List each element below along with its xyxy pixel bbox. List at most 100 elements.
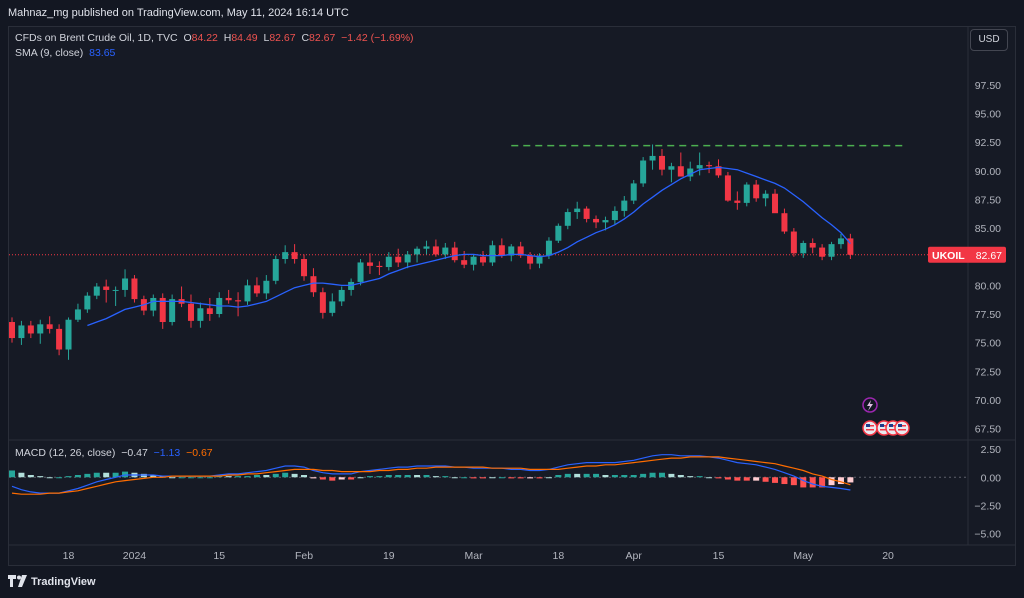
candle-body	[677, 166, 684, 177]
macd-histogram-bar	[658, 472, 665, 478]
macd-histogram-bar	[263, 475, 270, 478]
macd-histogram-bar	[555, 475, 562, 478]
candle-body	[225, 297, 232, 301]
candle-body	[658, 155, 665, 170]
flag-stripe-icon	[898, 429, 906, 431]
price-tick-label: 97.50	[975, 80, 1001, 92]
open-value: 84.22	[191, 32, 218, 44]
macd-histogram-bar	[9, 470, 15, 478]
price-tag-value: 82.67	[976, 250, 1002, 262]
macd-histogram-bar	[244, 476, 251, 478]
candle-body	[150, 297, 157, 311]
candle-body	[187, 303, 194, 321]
candle-body	[122, 278, 129, 290]
candle-body	[301, 259, 308, 277]
high-label: H	[223, 32, 232, 44]
low-value: 82.67	[269, 32, 296, 44]
candle-body	[461, 260, 468, 265]
candle-body	[329, 301, 336, 313]
candle-body	[404, 254, 411, 263]
macd-histogram-bar	[706, 477, 713, 479]
macd-histogram-bar	[649, 472, 656, 478]
macd-hist-value: −0.47	[121, 447, 148, 459]
macd-histogram-bar	[301, 475, 308, 478]
time-tick-label: 15	[213, 550, 225, 562]
macd-histogram-bar	[498, 477, 505, 479]
candle-body	[93, 286, 100, 296]
sma-label: SMA (9, close)	[15, 47, 84, 59]
macd-histogram-bar	[348, 477, 355, 480]
candle-body	[640, 160, 647, 184]
flag-canton-icon	[880, 424, 884, 427]
us-flag-event-icon	[894, 420, 910, 436]
macd-histogram-bar	[385, 475, 392, 478]
macd-histogram-bar	[800, 477, 807, 488]
macd-histogram-bar	[442, 476, 449, 478]
time-tick-label: 18	[553, 550, 565, 562]
candle-body	[583, 208, 590, 219]
currency-button[interactable]: USD	[970, 29, 1008, 51]
candle-body	[56, 328, 63, 350]
candle-body	[103, 286, 110, 290]
price-tick-label: 77.50	[975, 309, 1001, 321]
flag-stripe-icon	[889, 429, 897, 431]
macd-histogram-bar	[790, 477, 797, 486]
candle-body	[837, 238, 844, 245]
candle-body	[366, 262, 373, 266]
macd-histogram-bar	[338, 477, 345, 480]
time-tick-label: 18	[63, 550, 75, 562]
macd-histogram-bar	[414, 475, 421, 478]
high-value: 84.49	[231, 32, 258, 44]
candle-body	[706, 165, 713, 167]
macd-histogram-bar	[734, 477, 741, 481]
candle-body	[423, 246, 430, 249]
macd-histogram-bar	[696, 476, 703, 478]
candle-body	[555, 225, 562, 241]
candle-body	[65, 319, 72, 350]
price-tick-label: 75.00	[975, 338, 1001, 350]
macd-tick-label: −2.50	[974, 500, 1001, 512]
macd-histogram-bar	[423, 475, 430, 478]
candle-body	[527, 255, 534, 264]
candle-body	[414, 248, 421, 255]
macd-histogram-bar	[46, 477, 53, 479]
candle-body	[536, 255, 543, 264]
price-tick-label: 92.50	[975, 137, 1001, 149]
macd-histogram-bar	[27, 475, 34, 478]
candle-body	[574, 208, 581, 213]
price-tick-label: 85.00	[975, 223, 1001, 235]
macd-histogram-bar	[366, 476, 373, 478]
candle-body	[593, 218, 600, 223]
candle-body	[197, 308, 204, 321]
flag-canton-icon	[898, 424, 902, 427]
candle-body	[451, 247, 458, 261]
candle-body	[611, 210, 618, 221]
macd-histogram-bar	[187, 477, 194, 479]
macd-histogram-bar	[253, 475, 260, 478]
candle-body	[442, 247, 449, 255]
macd-histogram-bar	[677, 475, 684, 478]
candle-body	[480, 256, 486, 263]
macd-histogram-bar	[376, 476, 383, 478]
candle-body	[37, 324, 44, 334]
macd-histogram-bar	[772, 477, 779, 483]
candle-body	[244, 285, 251, 302]
macd-histogram-bar	[74, 475, 81, 478]
macd-histogram-bar	[847, 477, 854, 483]
candle-body	[470, 256, 477, 265]
candle-body	[291, 252, 298, 260]
time-tick-label: 19	[383, 550, 395, 562]
candle-body	[206, 308, 213, 314]
flag-stripe-icon	[866, 429, 874, 431]
footer-bar	[0, 566, 1024, 598]
macd-histogram-bar	[272, 473, 279, 478]
time-tick-label: May	[793, 550, 814, 562]
macd-histogram-bar	[743, 477, 750, 481]
time-tick-label: 2024	[123, 550, 147, 562]
macd-histogram-bar	[56, 477, 63, 479]
candle-body	[630, 183, 637, 201]
macd-histogram-bar	[18, 472, 25, 478]
candle-body	[498, 245, 505, 256]
price-tick-label: 90.00	[975, 166, 1001, 178]
